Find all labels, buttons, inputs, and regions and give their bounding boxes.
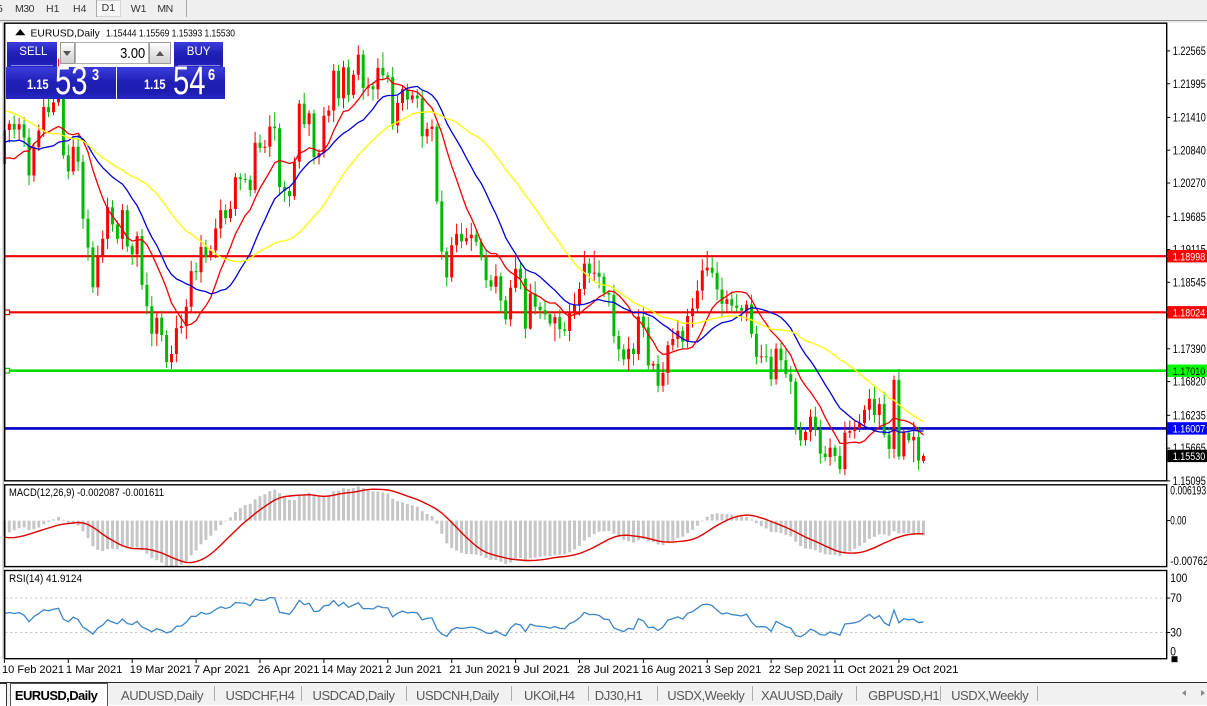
svg-text:0.00: 0.00 (1170, 516, 1186, 528)
svg-text:10 Feb 2021: 10 Feb 2021 (2, 664, 64, 676)
svg-text:1.20270: 1.20270 (1173, 178, 1206, 190)
svg-text:1.18545: 1.18545 (1173, 277, 1206, 289)
svg-text:1.21995: 1.21995 (1173, 79, 1206, 91)
svg-text:7 Apr 2021: 7 Apr 2021 (194, 664, 251, 676)
svg-text:26 Apr 2021: 26 Apr 2021 (258, 664, 320, 676)
svg-text:1.20840: 1.20840 (1173, 145, 1206, 157)
svg-text:-0.00762: -0.00762 (1170, 556, 1207, 568)
svg-text:28 Jul 2021: 28 Jul 2021 (577, 664, 639, 676)
svg-text:1 Mar 2021: 1 Mar 2021 (66, 664, 122, 676)
svg-text:14 May 2021: 14 May 2021 (322, 664, 384, 676)
svg-text:0.006193: 0.006193 (1170, 486, 1206, 498)
svg-text:22 Sep 2021: 22 Sep 2021 (769, 664, 831, 676)
svg-text:1.17390: 1.17390 (1173, 344, 1206, 356)
svg-text:0: 0 (1170, 646, 1176, 658)
svg-text:9 Jul 2021: 9 Jul 2021 (513, 664, 570, 676)
svg-text:100: 100 (1170, 573, 1187, 585)
svg-text:1.16235: 1.16235 (1173, 410, 1206, 422)
svg-text:1.16820: 1.16820 (1173, 377, 1206, 389)
svg-text:1.18024: 1.18024 (1173, 307, 1205, 319)
svg-text:RSI(14) 41.9124: RSI(14) 41.9124 (9, 573, 82, 585)
svg-text:1.22565: 1.22565 (1173, 46, 1206, 58)
svg-text:EURUSD,Daily: EURUSD,Daily (31, 27, 101, 39)
svg-text:16 Aug 2021: 16 Aug 2021 (641, 664, 703, 676)
svg-text:1.21410: 1.21410 (1173, 113, 1206, 125)
svg-text:30: 30 (1170, 628, 1182, 640)
svg-text:3 Sep 2021: 3 Sep 2021 (705, 664, 762, 676)
svg-text:21 Jun 2021: 21 Jun 2021 (449, 664, 511, 676)
svg-text:1.15444 1.15569 1.15393 1.1553: 1.15444 1.15569 1.15393 1.15530 (106, 27, 235, 39)
svg-text:1.17010: 1.17010 (1173, 366, 1205, 378)
svg-text:1.19685: 1.19685 (1173, 212, 1206, 224)
svg-text:1.18998: 1.18998 (1173, 251, 1205, 263)
svg-text:1.15530: 1.15530 (1173, 451, 1205, 463)
svg-text:2 Jun 2021: 2 Jun 2021 (385, 664, 442, 676)
svg-text:11 Oct 2021: 11 Oct 2021 (833, 664, 895, 676)
svg-text:29 Oct 2021: 29 Oct 2021 (897, 664, 959, 676)
svg-text:MACD(12,26,9) -0.002087 -0.001: MACD(12,26,9) -0.002087 -0.001611 (9, 487, 164, 499)
svg-text:19 Mar 2021: 19 Mar 2021 (130, 664, 192, 676)
svg-text:70: 70 (1170, 593, 1182, 605)
svg-text:1.16007: 1.16007 (1173, 424, 1205, 436)
